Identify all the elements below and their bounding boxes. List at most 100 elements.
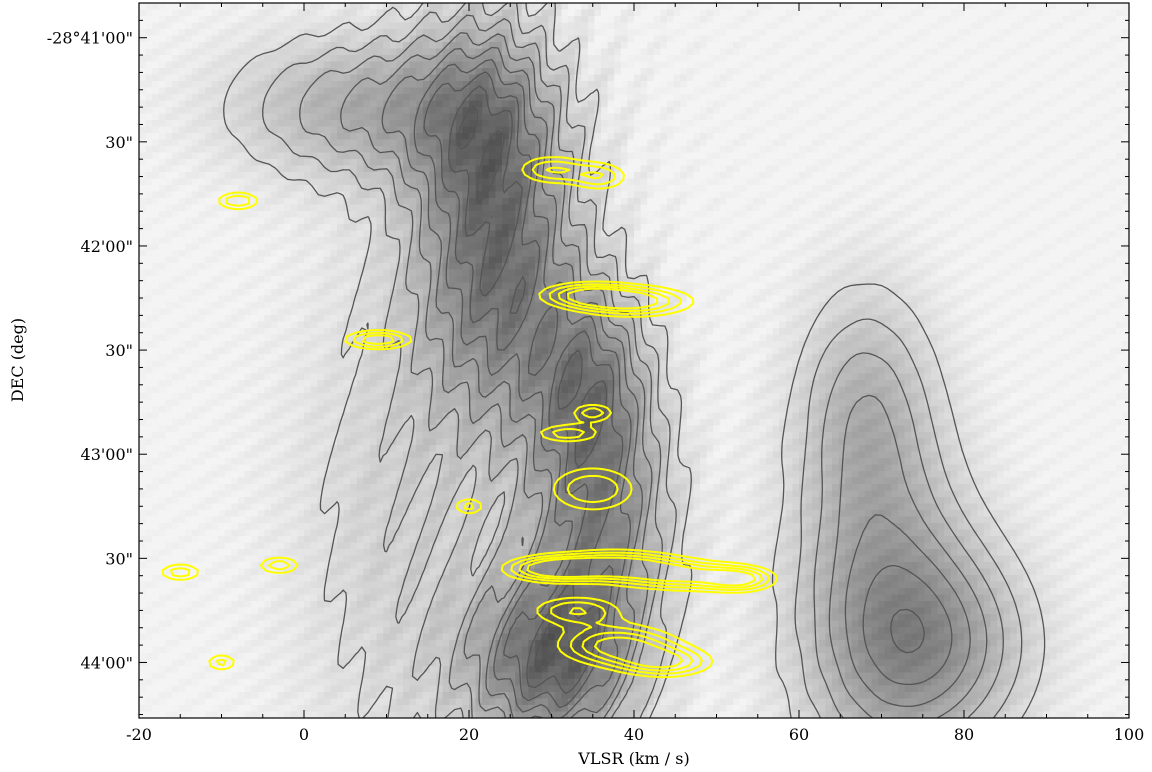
image-pixel — [211, 555, 219, 563]
image-pixel — [310, 302, 318, 310]
image-pixel — [185, 445, 193, 453]
image-pixel — [218, 419, 226, 427]
image-pixel — [284, 354, 292, 362]
image-pixel — [211, 172, 219, 180]
image-pixel — [383, 282, 391, 290]
image-pixel — [158, 341, 166, 349]
image-pixel — [304, 516, 312, 524]
image-pixel — [304, 698, 312, 706]
image-pixel — [422, 133, 430, 141]
image-pixel — [277, 542, 285, 550]
image-pixel — [389, 432, 397, 440]
image-pixel — [297, 458, 305, 466]
image-pixel — [389, 55, 397, 63]
image-pixel — [257, 308, 265, 316]
image-pixel — [152, 659, 160, 667]
image-pixel — [304, 575, 312, 583]
image-pixel — [158, 263, 166, 271]
image-pixel — [370, 581, 378, 589]
image-pixel — [185, 536, 193, 544]
image-pixel — [422, 399, 430, 407]
image-pixel — [389, 679, 397, 687]
image-pixel — [271, 94, 279, 102]
image-pixel — [363, 360, 371, 368]
image-pixel — [211, 165, 219, 173]
image-pixel — [158, 659, 166, 667]
image-pixel — [429, 139, 437, 147]
image-pixel — [264, 120, 272, 128]
image-pixel — [277, 113, 285, 121]
image-pixel — [363, 393, 371, 401]
image-pixel — [370, 497, 378, 505]
image-pixel — [152, 367, 160, 375]
image-pixel — [330, 74, 338, 82]
image-pixel — [211, 594, 219, 602]
image-pixel — [323, 581, 331, 589]
image-pixel — [337, 497, 345, 505]
image-pixel — [350, 620, 358, 628]
image-pixel — [264, 412, 272, 420]
image-pixel — [264, 295, 272, 303]
image-pixel — [198, 412, 206, 420]
image-pixel — [356, 380, 364, 388]
image-pixel — [172, 692, 180, 700]
image-pixel — [277, 48, 285, 56]
image-pixel — [191, 87, 199, 95]
image-pixel — [389, 464, 397, 472]
image-pixel — [264, 477, 272, 485]
image-pixel — [429, 29, 437, 37]
image-pixel — [323, 94, 331, 102]
image-pixel — [165, 146, 173, 154]
image-pixel — [356, 555, 364, 563]
image-pixel — [304, 295, 312, 303]
image-pixel — [139, 542, 147, 550]
image-pixel — [264, 217, 272, 225]
image-pixel — [396, 68, 404, 76]
image-pixel — [323, 705, 331, 713]
image-pixel — [251, 354, 259, 362]
image-pixel — [416, 198, 424, 206]
image-pixel — [376, 705, 384, 713]
image-pixel — [218, 269, 226, 277]
image-pixel — [205, 55, 213, 63]
image-pixel — [356, 653, 364, 661]
image-pixel — [178, 419, 186, 427]
image-pixel — [231, 354, 239, 362]
image-pixel — [409, 607, 417, 615]
image-pixel — [218, 399, 226, 407]
image-pixel — [290, 191, 298, 199]
image-pixel — [238, 568, 246, 576]
image-pixel — [343, 646, 351, 654]
image-pixel — [271, 575, 279, 583]
image-pixel — [198, 705, 206, 713]
image-pixel — [191, 204, 199, 212]
image-pixel — [244, 393, 252, 401]
image-pixel — [277, 29, 285, 37]
image-pixel — [304, 42, 312, 50]
image-pixel — [271, 217, 279, 225]
image-pixel — [290, 224, 298, 232]
image-pixel — [257, 614, 265, 622]
image-pixel — [363, 224, 371, 232]
image-pixel — [383, 172, 391, 180]
image-pixel — [185, 523, 193, 531]
image-pixel — [244, 490, 252, 498]
image-pixel — [429, 614, 437, 622]
image-pixel — [152, 107, 160, 115]
image-pixel — [211, 399, 219, 407]
image-pixel — [284, 458, 292, 466]
image-pixel — [376, 581, 384, 589]
image-pixel — [304, 198, 312, 206]
image-pixel — [224, 490, 232, 498]
image-pixel — [205, 217, 213, 225]
image-pixel — [310, 588, 318, 596]
image-pixel — [297, 295, 305, 303]
image-pixel — [218, 230, 226, 238]
image-pixel — [277, 549, 285, 557]
image-pixel — [244, 87, 252, 95]
image-pixel — [409, 146, 417, 154]
image-pixel — [158, 22, 166, 30]
image-pixel — [238, 347, 246, 355]
image-pixel — [363, 497, 371, 505]
